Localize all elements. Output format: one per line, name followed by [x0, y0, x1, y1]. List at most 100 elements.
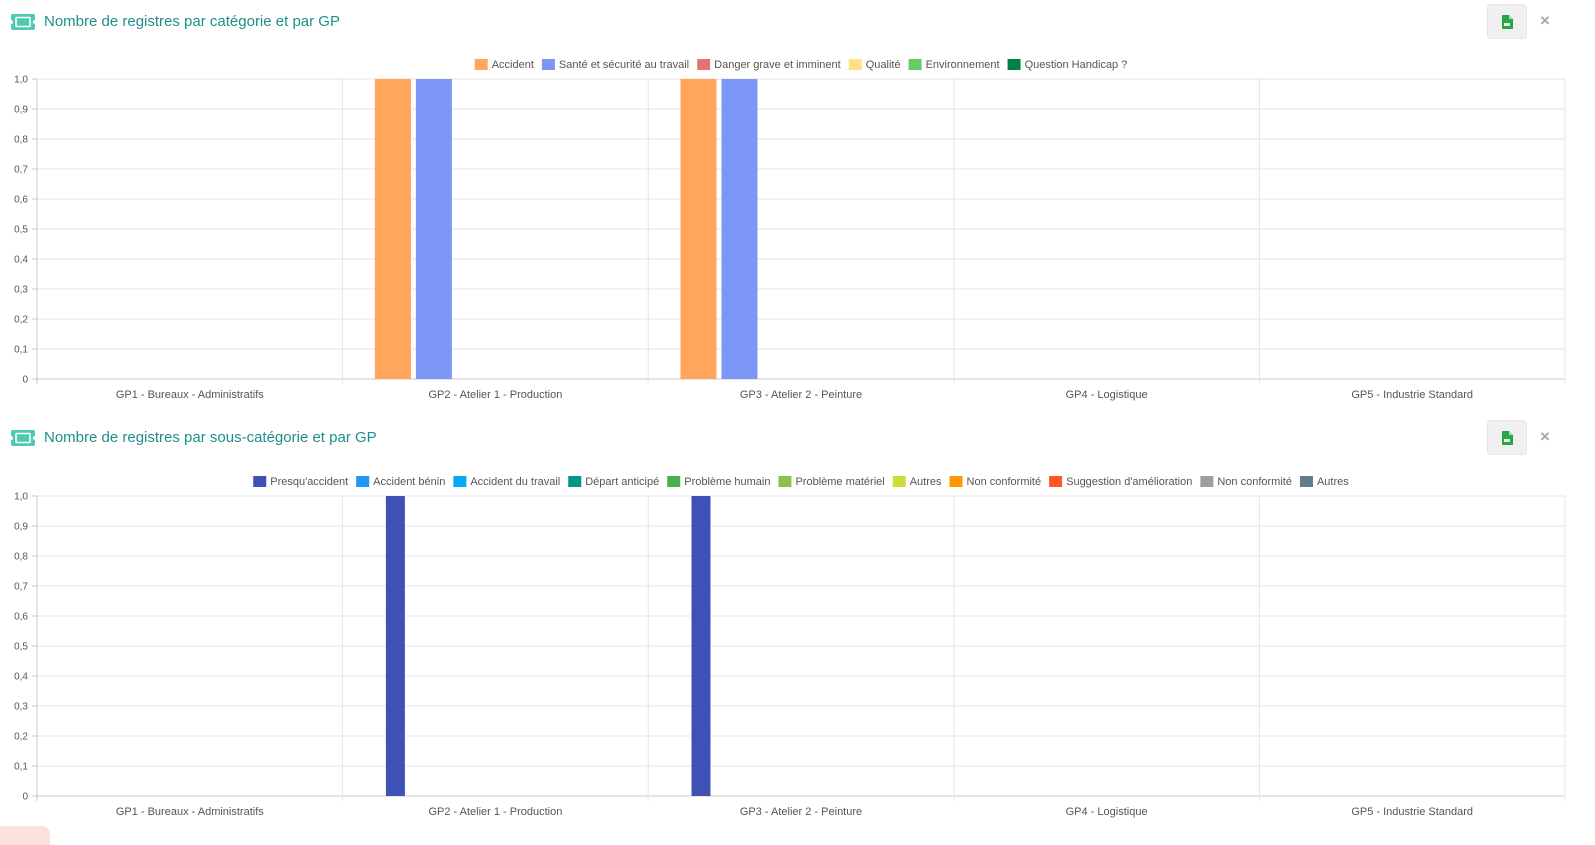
- legend-item[interactable]: Presqu'accident: [253, 476, 348, 488]
- gridlines: [36, 78, 1566, 384]
- y-axis: 0 0,1 0,2 0,3 0,4 0,5 0,6 0,7 0,8 0,9 1,0: [14, 75, 37, 386]
- legend-item[interactable]: Accident du travail: [453, 476, 560, 488]
- x-tick-label: GP3 - Atelier 2 - Peinture: [740, 806, 862, 818]
- legend-swatch: [908, 59, 922, 70]
- legend-swatch: [697, 59, 711, 70]
- bar[interactable]: [680, 79, 717, 379]
- bar[interactable]: [721, 79, 758, 379]
- close-button[interactable]: ×: [1540, 427, 1550, 446]
- bar[interactable]: [374, 79, 411, 379]
- bar[interactable]: [385, 496, 405, 796]
- legend-item[interactable]: Suggestion d'amélioration: [1049, 476, 1192, 488]
- legend-swatch: [541, 59, 555, 70]
- legend-label: Autres: [910, 476, 942, 488]
- y-tick-label: 0,1: [14, 762, 28, 773]
- x-tick-label: GP5 - Industrie Standard: [1351, 806, 1473, 818]
- bar-chart: Accident Santé et sécurité au travail Dang…: [14, 59, 1566, 401]
- legend-item[interactable]: Problème matériel: [778, 476, 885, 488]
- legend-swatch: [778, 476, 792, 487]
- legend-label: Presqu'accident: [270, 476, 348, 488]
- csv-export-button[interactable]: [1487, 4, 1527, 39]
- legend-swatch: [356, 476, 370, 487]
- bar-chart: Presqu'accident Accident bénin Accident du…: [14, 476, 1566, 818]
- legend-label: Autres: [1317, 476, 1349, 488]
- legend-label: Non conformité: [967, 476, 1042, 488]
- legend-item[interactable]: Problème humain: [667, 476, 770, 488]
- x-tick-label: GP5 - Industrie Standard: [1351, 389, 1473, 401]
- chart-panel-subcategories: Nombre de registres par sous-catégorie e…: [0, 416, 1595, 845]
- legend-label: Danger grave et imminent: [714, 59, 841, 71]
- legend-item[interactable]: Environnement: [908, 59, 1000, 71]
- bar[interactable]: [415, 79, 452, 379]
- panel-header: Nombre de registres par sous-catégorie e…: [0, 416, 1595, 460]
- y-tick-label: 0,6: [14, 612, 28, 623]
- close-button[interactable]: ×: [1540, 11, 1550, 30]
- legend-label: Question Handicap ?: [1025, 59, 1128, 71]
- x-tick-label: GP3 - Atelier 2 - Peinture: [740, 389, 862, 401]
- y-tick-label: 0,2: [14, 732, 28, 743]
- y-tick-label: 0,4: [14, 672, 28, 683]
- legend-label: Accident du travail: [470, 476, 560, 488]
- panel-title: Nombre de registres par sous-catégorie e…: [44, 429, 377, 446]
- y-tick-label: 0,9: [14, 522, 28, 533]
- y-tick-label: 0: [22, 375, 28, 386]
- legend-swatch: [1299, 476, 1313, 487]
- legend-item[interactable]: Santé et sécurité au travail: [541, 59, 689, 71]
- y-tick-label: 1,0: [14, 492, 28, 503]
- legend-swatch: [453, 476, 467, 487]
- legend-item[interactable]: Accident: [474, 59, 534, 71]
- panel-header: Nombre de registres par catégorie et par…: [0, 0, 1595, 44]
- legend-label: Accident: [492, 59, 534, 71]
- y-tick-label: 0,5: [14, 225, 28, 236]
- csv-export-button[interactable]: [1487, 420, 1527, 455]
- legend-label: Accident bénin: [373, 476, 445, 488]
- csv-file-icon: [1502, 14, 1513, 29]
- legend-item[interactable]: Question Handicap ?: [1007, 59, 1128, 71]
- legend-label: Problème matériel: [795, 476, 884, 488]
- legend-label: Environnement: [926, 59, 1000, 71]
- legend-swatch: [1200, 476, 1214, 487]
- ticket-icon: [10, 14, 36, 30]
- legend-item[interactable]: Accident bénin: [356, 476, 445, 488]
- chart-panel-categories: Nombre de registres par catégorie et par…: [0, 0, 1595, 416]
- y-tick-label: 0,3: [14, 285, 28, 296]
- legend-swatch: [848, 59, 862, 70]
- legend-swatch: [949, 476, 963, 487]
- legend-label: Qualité: [866, 59, 901, 71]
- legend-swatch: [253, 476, 267, 487]
- csv-file-icon: [1502, 430, 1513, 445]
- y-tick-label: 0,7: [14, 582, 28, 593]
- y-tick-label: 0,8: [14, 552, 28, 563]
- legend-item[interactable]: Départ anticipé: [568, 476, 659, 488]
- corner-tab[interactable]: [0, 826, 50, 845]
- panel-title: Nombre de registres par catégorie et par…: [44, 13, 340, 30]
- x-tick-label: GP2 - Atelier 1 - Production: [428, 806, 562, 818]
- legend-swatch: [667, 476, 681, 487]
- legend-item[interactable]: Non conformité: [949, 476, 1042, 488]
- y-tick-label: 0,5: [14, 642, 28, 653]
- legend-swatch: [1007, 59, 1021, 70]
- x-tick-label: GP1 - Bureaux - Administratifs: [116, 806, 264, 818]
- y-tick-label: 0,9: [14, 105, 28, 116]
- legend-item[interactable]: Non conformité: [1200, 476, 1292, 488]
- bars: [374, 79, 758, 379]
- y-tick-label: 0,4: [14, 255, 28, 266]
- legend-label: Suggestion d'amélioration: [1066, 476, 1192, 488]
- y-tick-label: 0,6: [14, 195, 28, 206]
- y-tick-label: 0,3: [14, 702, 28, 713]
- ticket-icon: [10, 430, 36, 446]
- y-tick-label: 1,0: [14, 75, 28, 86]
- legend-label: Problème humain: [684, 476, 770, 488]
- legend-item[interactable]: Autres: [1299, 476, 1349, 488]
- y-tick-label: 0,2: [14, 315, 28, 326]
- legend-item[interactable]: Autres: [892, 476, 942, 488]
- bar[interactable]: [691, 496, 711, 796]
- x-tick-label: GP4 - Logistique: [1066, 389, 1148, 401]
- bars: [385, 496, 711, 796]
- x-tick-label: GP2 - Atelier 1 - Production: [428, 389, 562, 401]
- legend-swatch: [474, 59, 488, 70]
- legend-item[interactable]: Qualité: [848, 59, 901, 71]
- y-tick-label: 0,8: [14, 135, 28, 146]
- legend-item[interactable]: Danger grave et imminent: [697, 59, 841, 71]
- legend: Presqu'accident Accident bénin Accident du…: [253, 476, 1349, 488]
